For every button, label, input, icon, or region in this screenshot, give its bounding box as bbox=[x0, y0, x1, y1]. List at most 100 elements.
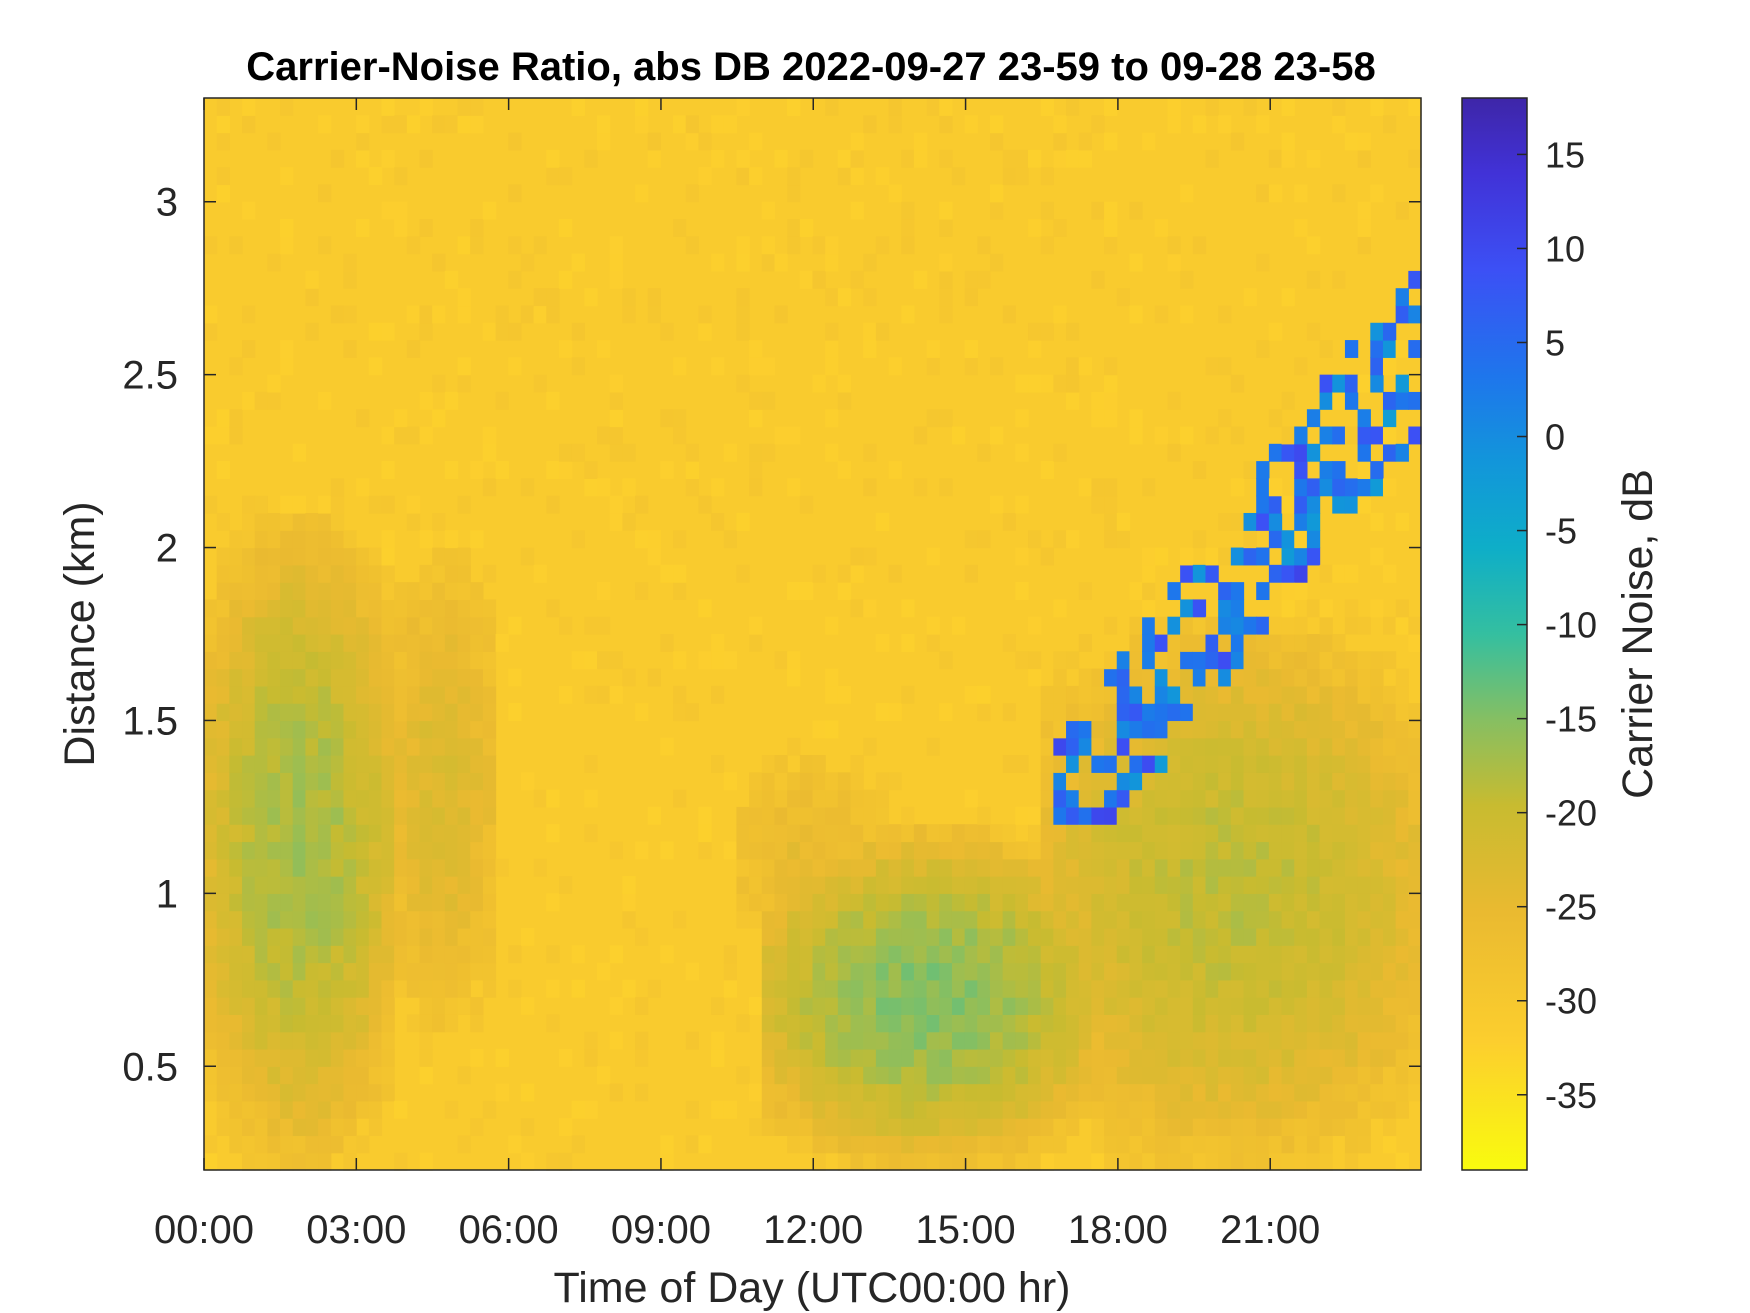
heatmap-cell bbox=[470, 703, 484, 722]
heatmap-cell bbox=[863, 858, 877, 877]
heatmap-cell bbox=[837, 374, 852, 393]
heatmap-cell bbox=[394, 789, 408, 808]
heatmap-cell bbox=[495, 391, 509, 410]
heatmap-cell bbox=[229, 1083, 243, 1102]
heatmap-cell bbox=[1167, 582, 1181, 601]
heatmap-cell bbox=[812, 945, 826, 964]
heatmap-cell bbox=[685, 236, 700, 255]
heatmap-cell bbox=[292, 616, 307, 635]
heatmap-cell bbox=[926, 1031, 940, 1050]
heatmap-cell bbox=[875, 1066, 890, 1085]
heatmap-cell bbox=[1040, 1048, 1054, 1067]
heatmap-cell bbox=[812, 806, 826, 825]
heatmap-cell bbox=[558, 219, 573, 237]
heatmap-cell bbox=[711, 651, 725, 670]
heatmap-cell bbox=[1357, 789, 1371, 808]
heatmap-cell bbox=[470, 772, 484, 791]
heatmap-cell bbox=[749, 910, 763, 929]
heatmap-cell bbox=[1002, 858, 1016, 877]
heatmap-cell bbox=[1180, 1083, 1194, 1102]
heatmap-cell bbox=[863, 806, 877, 825]
heatmap-cell bbox=[267, 685, 281, 704]
heatmap-cell bbox=[1154, 720, 1169, 739]
heatmap-cell bbox=[356, 945, 370, 964]
heatmap-cell bbox=[723, 945, 738, 964]
heatmap-cell bbox=[292, 703, 307, 722]
heatmap-cell bbox=[229, 979, 243, 998]
heatmap-cell bbox=[318, 910, 332, 929]
heatmap-cell bbox=[774, 979, 788, 998]
heatmap-cell bbox=[837, 789, 852, 808]
heatmap-cell bbox=[711, 1031, 725, 1050]
heatmap-cell bbox=[1243, 1118, 1257, 1137]
heatmap-cell bbox=[546, 495, 560, 514]
heatmap-cell bbox=[711, 755, 725, 773]
heatmap-cell bbox=[1066, 98, 1080, 116]
heatmap-cell bbox=[1129, 910, 1143, 929]
heatmap-cell bbox=[1002, 1152, 1016, 1171]
heatmap-cell bbox=[799, 1135, 814, 1154]
heatmap-cell bbox=[850, 201, 864, 220]
heatmap-cell bbox=[204, 668, 218, 687]
heatmap-cell bbox=[1154, 910, 1169, 929]
heatmap-cell bbox=[1192, 720, 1207, 739]
heatmap-cell bbox=[381, 962, 395, 981]
heatmap-cell bbox=[736, 893, 750, 912]
heatmap-cell bbox=[242, 599, 256, 618]
heatmap-cell bbox=[1180, 270, 1194, 289]
heatmap-cell bbox=[1230, 374, 1245, 393]
heatmap-cell bbox=[673, 115, 687, 134]
heatmap-cell bbox=[267, 634, 281, 652]
heatmap-cell bbox=[939, 253, 953, 272]
heatmap-cell bbox=[850, 772, 864, 791]
heatmap-cell bbox=[292, 1083, 307, 1102]
heatmap-cell bbox=[343, 806, 357, 825]
heatmap-cell bbox=[787, 98, 801, 116]
heatmap-cell bbox=[609, 391, 623, 410]
heatmap-cell bbox=[647, 668, 661, 687]
heatmap-cell bbox=[1167, 253, 1181, 272]
heatmap-cell bbox=[216, 426, 230, 445]
heatmap-cell bbox=[1040, 703, 1054, 722]
heatmap-cell bbox=[356, 806, 370, 825]
heatmap-cell bbox=[1104, 858, 1118, 877]
heatmap-cell bbox=[546, 1014, 560, 1033]
heatmap-cell bbox=[470, 98, 484, 116]
heatmap-cell bbox=[1294, 979, 1308, 998]
heatmap-cell bbox=[1129, 1118, 1143, 1137]
heatmap-cell bbox=[381, 1066, 395, 1085]
heatmap-cell bbox=[267, 651, 281, 670]
heatmap-cell bbox=[1230, 945, 1245, 964]
heatmap-cell bbox=[926, 927, 940, 946]
heatmap-cell bbox=[863, 1014, 877, 1033]
heatmap-cell bbox=[875, 945, 890, 964]
heatmap-cell bbox=[1256, 755, 1270, 773]
heatmap-cell bbox=[799, 876, 814, 894]
heatmap-cell bbox=[989, 927, 1004, 946]
heatmap-cell bbox=[1002, 1118, 1016, 1137]
heatmap-cell bbox=[1129, 651, 1143, 670]
heatmap-cell bbox=[368, 634, 383, 652]
heatmap-cell bbox=[254, 1014, 268, 1033]
heatmap-cell bbox=[1129, 616, 1143, 635]
heatmap-cell bbox=[875, 789, 890, 808]
heatmap-cell bbox=[330, 703, 345, 722]
heatmap-cell bbox=[799, 1014, 814, 1033]
heatmap-cell bbox=[850, 149, 864, 168]
x-tick-label: 06:00 bbox=[459, 1208, 559, 1252]
heatmap-cell bbox=[1256, 685, 1270, 704]
heatmap-cell bbox=[305, 1066, 319, 1085]
heatmap-cell bbox=[635, 927, 649, 946]
heatmap-cell bbox=[926, 340, 940, 358]
heatmap-cell bbox=[1256, 997, 1270, 1015]
heatmap-cell bbox=[749, 841, 763, 860]
heatmap-cell bbox=[1319, 564, 1333, 583]
heatmap-cell bbox=[292, 599, 307, 618]
heatmap-cell bbox=[1281, 772, 1295, 791]
heatmap-cell bbox=[1180, 599, 1194, 618]
heatmap-cell bbox=[1256, 582, 1270, 601]
heatmap-cell bbox=[444, 841, 459, 860]
heatmap-cell bbox=[318, 1135, 332, 1154]
heatmap-cell bbox=[1154, 927, 1169, 946]
heatmap-cell bbox=[939, 893, 953, 912]
